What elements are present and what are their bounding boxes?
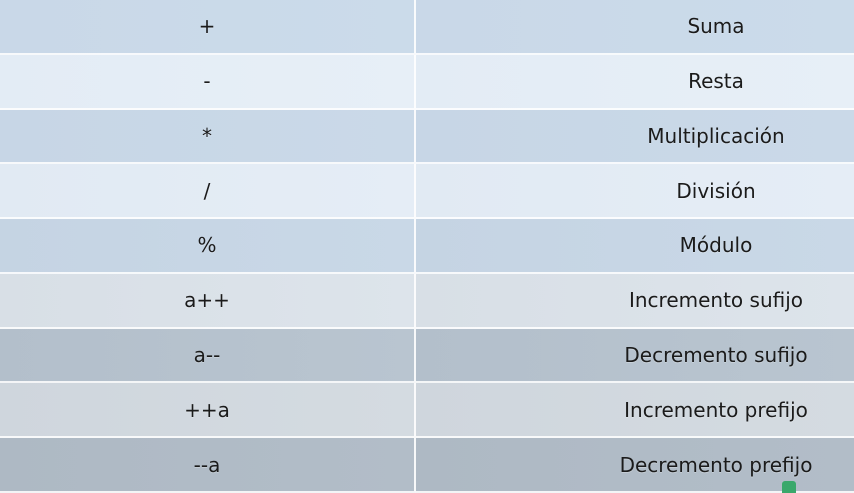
operator-text: * (202, 123, 212, 148)
table-cell-description: Decremento sufijo (416, 328, 854, 384)
table-cell-operator: ++a (0, 383, 416, 439)
table-cell-description: Multiplicación (416, 109, 854, 165)
operator-text: a-- (193, 342, 221, 367)
table-cell-operator: % (0, 219, 416, 274)
description-text: Decremento prefijo (619, 452, 813, 477)
description-text: Módulo (679, 233, 753, 258)
operator-text: / (203, 178, 211, 203)
table-cell-description: Decremento prefijo (416, 438, 854, 493)
operator-text: a++ (184, 288, 230, 313)
green-badge-icon (782, 481, 796, 493)
table-cell-operator: * (0, 109, 416, 165)
table-cell-description: Módulo (416, 219, 854, 274)
table-cell-description: Incremento prefijo (416, 383, 854, 439)
operator-text: --a (193, 452, 221, 477)
table-cell-operator: / (0, 164, 416, 220)
table-cell-description: Resta (416, 54, 854, 110)
table-cell-operator: + (0, 0, 416, 55)
description-text: Suma (687, 14, 745, 39)
description-text: Resta (688, 69, 744, 94)
table-cell-operator: - (0, 54, 416, 110)
table-cell-description: Suma (416, 0, 854, 55)
table-cell-operator: --a (0, 438, 416, 493)
operator-text: + (198, 14, 216, 39)
description-text: Multiplicación (647, 123, 785, 148)
description-text: División (676, 178, 756, 203)
operator-text: ++a (184, 397, 230, 422)
description-text: Incremento sufijo (628, 288, 804, 313)
operator-text: - (203, 69, 211, 94)
table-cell-operator: a-- (0, 328, 416, 384)
description-text: Decremento sufijo (624, 342, 808, 367)
description-text: Incremento prefijo (624, 397, 808, 422)
table-cell-description: Incremento sufijo (416, 273, 854, 329)
table-cell-operator: a++ (0, 273, 416, 329)
operator-text: % (197, 233, 217, 258)
table-cell-description: División (416, 164, 854, 220)
